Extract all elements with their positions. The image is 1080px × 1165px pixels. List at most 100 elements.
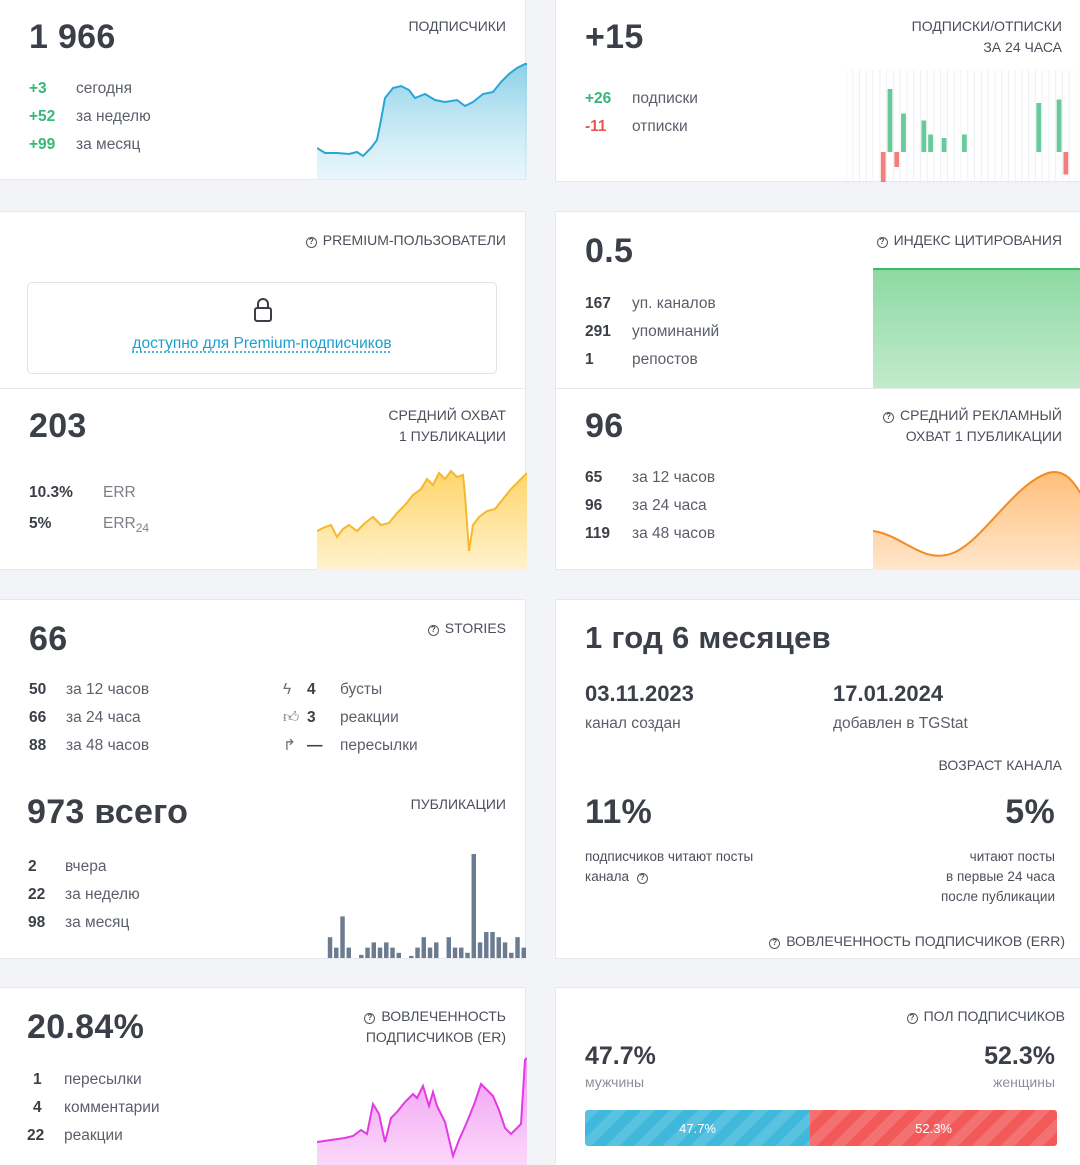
publications-bar: [347, 948, 351, 958]
publications-bar: [397, 953, 401, 958]
publications-bar: [340, 916, 344, 958]
lock-icon: [252, 297, 274, 323]
stories-title: ? STORIES: [428, 618, 506, 639]
female-bar-segment: 52.3%: [810, 1110, 1057, 1146]
help-icon[interactable]: ?: [883, 412, 894, 423]
ad-reach-sparkline: [873, 465, 1080, 570]
subscribers-sparkline: [317, 60, 527, 180]
created-label: канал создан: [585, 715, 681, 733]
err-left-value: 11%: [585, 793, 652, 832]
subs-bar: [962, 135, 967, 153]
citation-stat-reposts: 1 репостов: [585, 346, 698, 374]
subscribers-stat-today: +3 сегодня: [29, 75, 132, 103]
publications-bar: [478, 942, 482, 958]
ad-reach-stat-48h: 119 за 48 часов: [585, 520, 715, 548]
subs-unsubs-title: ПОДПИСКИ/ОТПИСКИ ЗА 24 ЧАСА: [912, 16, 1062, 58]
subs-bar: [921, 121, 926, 153]
publications-bar: [359, 955, 363, 958]
gender-bar: 47.7% 52.3%: [585, 1110, 1057, 1146]
boost-icon: ϟ: [283, 676, 307, 704]
help-icon[interactable]: ?: [877, 237, 888, 248]
stories-boosts: ϟ 4 бусты: [283, 676, 382, 704]
subs-bar: [1057, 100, 1062, 153]
er-sparkline: [317, 1056, 527, 1165]
er-card: 20.84% ? ВОВЛЕЧЕННОСТЬ ПОДПИСЧИКОВ (ER) 1п…: [0, 987, 526, 1165]
stories-forwards: ↱ — пересылки: [283, 732, 418, 760]
publications-bar: [434, 942, 438, 958]
publications-bar: [515, 937, 519, 958]
publications-bar: [390, 948, 394, 958]
avg-reach-card: 203 СРЕДНИЙ ОХВАТ 1 ПУБЛИКАЦИИ 10.3% ERR 5…: [0, 388, 526, 570]
premium-locked-box[interactable]: доступно для Premium-подписчиков: [27, 282, 497, 374]
forward-icon: ↱: [283, 732, 307, 760]
thumbs-up-icon: 👍︎: [283, 704, 307, 732]
publications-bar: [509, 953, 513, 958]
stories-reactions: 👍︎ 3 реакции: [283, 704, 399, 732]
avg-reach-value: 203: [29, 407, 87, 446]
err-right-desc: читают посты в первые 24 часа после публ…: [941, 847, 1055, 907]
subs-bar: [888, 89, 893, 152]
help-icon[interactable]: ?: [364, 1013, 375, 1024]
male-label: мужчины: [585, 1074, 644, 1090]
premium-title: ? PREMIUM-ПОЛЬЗОВАТЕЛИ: [306, 230, 506, 251]
help-icon[interactable]: ?: [637, 873, 648, 884]
help-icon[interactable]: ?: [306, 237, 317, 248]
subscribers-card: 1 966 ПОДПИСЧИКИ +3 сегодня +52 за неделю …: [0, 0, 526, 180]
channel-age-value: 1 год 6 месяцев: [585, 620, 831, 656]
created-date: 03.11.2023: [585, 681, 694, 707]
citation-index-value: 0.5: [585, 232, 633, 271]
unsubs-bar: [894, 152, 899, 167]
male-value: 47.7%: [585, 1042, 656, 1071]
publications-bar: [415, 948, 419, 958]
publications-total: 973 всего: [27, 793, 188, 832]
publications-bar: [484, 932, 488, 958]
subs-unsubs-delta: +15: [585, 18, 644, 57]
er-stat-forwards: 1 пересылки: [33, 1066, 142, 1094]
err-stat: 10.3% ERR: [29, 479, 136, 507]
publications-bar: [372, 942, 376, 958]
gender-title: ? ПОЛ ПОДПИСЧИКОВ: [907, 1006, 1065, 1027]
unsubs-stat: -11 отписки: [585, 113, 688, 141]
unsubs-bar: [1063, 152, 1068, 175]
gender-card: ? ПОЛ ПОДПИСЧИКОВ 47.7% мужчины 52.3% жен…: [555, 987, 1080, 1165]
err24-stat: 5% ERR24: [29, 510, 149, 542]
publications-bar: [422, 937, 426, 958]
help-icon[interactable]: ?: [907, 1013, 918, 1024]
help-icon[interactable]: ?: [428, 625, 439, 636]
publications-bar: [365, 948, 369, 958]
help-icon[interactable]: ?: [769, 938, 780, 949]
avg-reach-title: СРЕДНИЙ ОХВАТ 1 ПУБЛИКАЦИИ: [388, 405, 506, 447]
publications-bar: [459, 948, 463, 958]
subs-unsubs-card: +15 ПОДПИСКИ/ОТПИСКИ ЗА 24 ЧАСА +26 подпис…: [555, 0, 1080, 182]
ad-reach-value: 96: [585, 407, 623, 446]
publications-bar: [334, 948, 338, 958]
ad-reach-stat-24h: 96 за 24 часа: [585, 492, 707, 520]
subs-bar: [942, 138, 947, 152]
female-label: женщины: [993, 1074, 1055, 1090]
publications-bar: [490, 932, 494, 958]
ad-reach-stat-12h: 65 за 12 часов: [585, 464, 715, 492]
premium-link[interactable]: доступно для Premium-подписчиков: [28, 335, 496, 353]
publications-bar: [522, 948, 526, 958]
premium-card: ? PREMIUM-ПОЛЬЗОВАТЕЛИ доступно для Premi…: [0, 211, 526, 389]
subscribers-stat-month: +99 за месяц: [29, 131, 140, 159]
publications-bar-chart: [327, 850, 527, 960]
er-value: 20.84%: [27, 1008, 144, 1047]
male-bar-segment: 47.7%: [585, 1110, 810, 1146]
publications-stat-week: 22 за неделю: [28, 881, 140, 909]
stories-stat-48h: 88 за 48 часов: [29, 732, 149, 760]
female-value: 52.3%: [984, 1042, 1055, 1071]
hourly-subs-bar-chart: [846, 70, 1076, 185]
avg-reach-sparkline: [317, 465, 527, 570]
subs-bar: [901, 114, 906, 153]
subscribers-count: 1 966: [29, 18, 116, 57]
stories-stat-24h: 66 за 24 часа: [29, 704, 141, 732]
publications-bar: [447, 937, 451, 958]
stories-stat-12h: 50 за 12 часов: [29, 676, 149, 704]
subscribers-stat-week: +52 за неделю: [29, 103, 151, 131]
stories-value: 66: [29, 620, 67, 659]
err-right-value: 5%: [1005, 793, 1055, 832]
stories-card: 66 ? STORIES 50 за 12 часов 66 за 24 часа 8…: [0, 599, 526, 959]
publications-bar: [409, 956, 413, 958]
added-label: добавлен в TGStat: [833, 715, 968, 733]
